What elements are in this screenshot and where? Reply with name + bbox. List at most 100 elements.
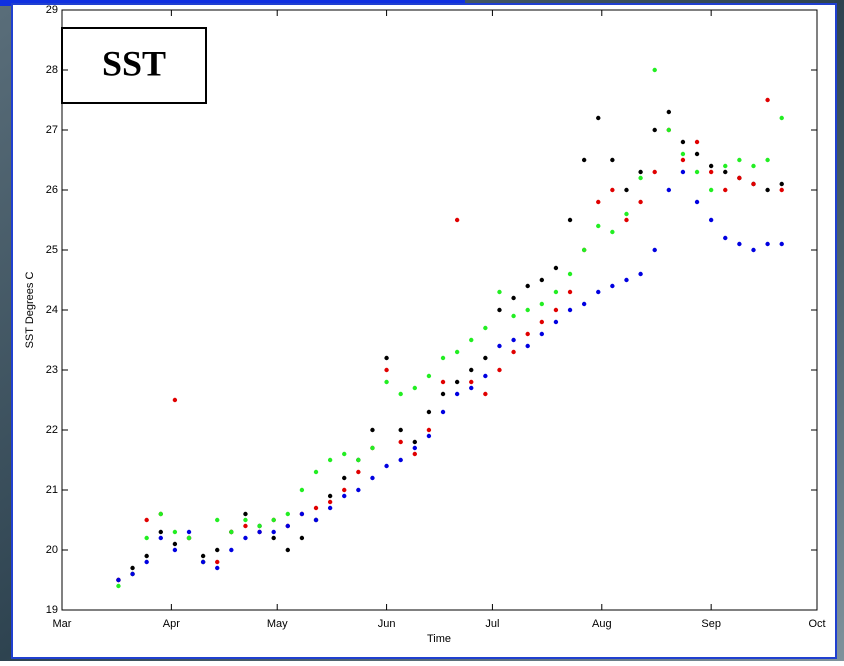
data-point — [299, 535, 305, 541]
data-point — [553, 319, 559, 325]
data-point — [257, 523, 262, 529]
data-point — [511, 349, 516, 355]
data-point — [652, 67, 657, 73]
data-point — [469, 337, 474, 343]
data-point — [737, 175, 742, 181]
x-tick-label: Aug — [592, 618, 612, 630]
data-point — [511, 295, 516, 301]
data-point — [497, 343, 502, 349]
data-point — [469, 367, 474, 373]
data-point — [342, 451, 347, 457]
data-point — [610, 157, 615, 163]
data-point — [384, 379, 389, 385]
data-point — [215, 547, 220, 553]
data-point — [172, 547, 178, 553]
x-tick-label: Jun — [378, 618, 396, 630]
data-point — [144, 553, 149, 559]
data-point — [525, 331, 530, 337]
data-point — [116, 583, 121, 589]
data-point — [567, 289, 573, 295]
y-tick-label: 19 — [46, 604, 58, 616]
data-point — [200, 553, 206, 559]
data-point — [426, 427, 432, 433]
data-point — [426, 433, 432, 439]
data-point — [186, 529, 192, 535]
data-point — [497, 289, 502, 295]
data-point — [440, 355, 446, 361]
data-point — [144, 535, 149, 541]
data-point — [779, 181, 784, 187]
y-tick-label: 26 — [46, 184, 58, 196]
data-point — [638, 199, 643, 205]
data-point — [412, 445, 418, 451]
data-point — [497, 307, 502, 313]
data-point — [624, 277, 629, 283]
data-point — [751, 247, 756, 253]
data-point — [299, 511, 305, 517]
data-point — [215, 517, 220, 523]
data-point — [694, 169, 700, 175]
data-point — [229, 547, 234, 553]
data-point — [454, 379, 460, 385]
data-point — [694, 151, 700, 157]
data-point — [313, 469, 319, 475]
data-point — [525, 343, 530, 349]
label-box — [61, 27, 207, 104]
data-point — [751, 163, 756, 169]
data-point — [285, 511, 290, 517]
x-tick-label: May — [267, 618, 288, 630]
y-axis-label: SST Degrees C — [24, 272, 36, 349]
data-point — [581, 247, 587, 253]
data-point — [581, 157, 587, 163]
data-point — [158, 535, 163, 541]
y-tick-label: 28 — [46, 64, 58, 76]
data-point — [765, 241, 770, 247]
data-point — [271, 517, 276, 523]
data-point — [285, 547, 290, 553]
data-point — [342, 475, 347, 481]
data-point — [398, 391, 403, 397]
data-point — [469, 379, 474, 385]
data-point — [243, 517, 248, 523]
data-point — [144, 559, 149, 565]
data-point — [398, 427, 403, 433]
data-point — [638, 175, 643, 181]
data-point — [652, 247, 657, 253]
data-point — [158, 529, 163, 535]
data-point — [624, 187, 629, 193]
data-point — [737, 157, 742, 163]
data-point — [313, 517, 319, 523]
data-point — [680, 139, 686, 145]
data-point — [779, 187, 784, 193]
x-tick-label: Oct — [808, 618, 825, 630]
data-point — [384, 463, 389, 469]
data-point — [666, 187, 672, 193]
data-point — [172, 529, 178, 535]
data-point — [553, 265, 559, 271]
data-point — [553, 289, 559, 295]
data-point — [511, 313, 516, 319]
data-point — [723, 163, 728, 169]
x-axis-label: Time — [427, 633, 451, 645]
data-point — [243, 523, 248, 529]
y-tick-label: 25 — [46, 244, 58, 256]
data-point — [215, 565, 220, 571]
data-point — [567, 271, 573, 277]
data-point — [172, 541, 178, 547]
data-point — [525, 283, 530, 289]
data-point — [356, 469, 361, 475]
data-point — [130, 565, 135, 571]
data-point — [680, 151, 686, 157]
data-point — [708, 169, 714, 175]
data-point — [398, 457, 403, 463]
data-point — [440, 409, 446, 415]
y-tick-label: 22 — [46, 424, 58, 436]
data-point — [257, 529, 262, 535]
data-point — [144, 517, 149, 523]
data-point — [779, 115, 784, 121]
data-point — [497, 367, 502, 373]
data-point — [652, 169, 657, 175]
data-point — [666, 109, 672, 115]
